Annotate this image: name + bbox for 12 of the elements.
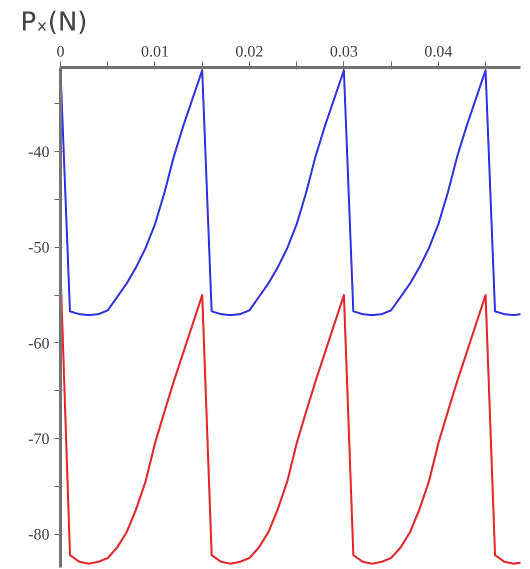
y-tick-label: -80 (28, 526, 50, 544)
chart-title: Pₓ(N) (20, 8, 88, 38)
x-tick-label: 0.01 (140, 44, 169, 60)
y-tick-label: -60 (28, 335, 50, 352)
x-tick-label: 0.02 (235, 44, 264, 60)
x-tick-label: 0 (56, 44, 64, 60)
line-series (60, 69, 520, 316)
y-tick-label: -40 (28, 144, 50, 162)
x-tick-label: 0.04 (424, 44, 452, 60)
x-tick-label: 0.03 (330, 44, 358, 60)
y-tick-label: -50 (28, 240, 50, 257)
y-tick-label: -70 (28, 430, 50, 448)
